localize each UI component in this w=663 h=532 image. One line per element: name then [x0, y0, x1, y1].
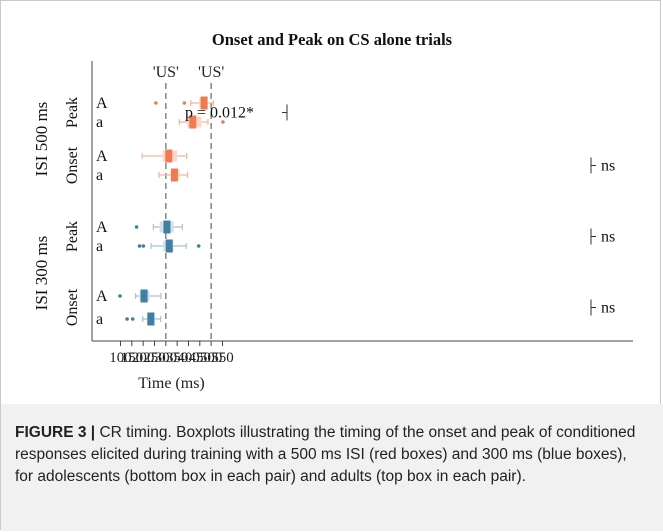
ns-annotation: ns [601, 229, 615, 246]
outlier-point [154, 101, 158, 105]
median-marker [200, 96, 208, 110]
chart-title: Onset and Peak on CS alone trials [212, 30, 453, 49]
row-label-adolescent: a [96, 311, 103, 328]
x-tick-label: 250 [143, 350, 166, 366]
figure-label: FIGURE 3 | [15, 424, 96, 441]
ns-annotation: ns [601, 300, 615, 317]
x-tick-label: 300 [155, 350, 178, 366]
outlier-point [141, 244, 146, 248]
outlier-point [196, 244, 201, 248]
boxplot-chart: Onset and Peak on CS alone trials 'US' 'US… [32, 30, 633, 392]
reference-label-2: 'US' [198, 64, 224, 81]
x-tick-label: 200 [132, 350, 155, 366]
subgroup-label-onset: Onset [64, 146, 81, 184]
x-tick-label: 400 [177, 350, 200, 366]
outlier-point [221, 120, 225, 124]
row-label-adult: A [96, 288, 108, 305]
median-marker [140, 289, 148, 303]
significance-annotation: p = 0.012* [185, 105, 254, 122]
outlier-point [182, 101, 187, 105]
figure-caption: FIGURE 3 | CR timing. Boxplots illustrat… [1, 404, 663, 531]
x-tick-label: 150 [121, 350, 144, 366]
row-label-adolescent: a [96, 167, 103, 184]
row-label-adult: A [96, 148, 108, 165]
median-marker [147, 312, 155, 326]
row-label-adolescent: a [96, 114, 103, 131]
x-tick-label: 450 [189, 350, 212, 366]
outlier-point [125, 317, 129, 321]
x-tick-label: 350 [166, 350, 189, 366]
caption-text: CR timing. Boxplots illustrating the tim… [15, 424, 636, 485]
subgroup-label-peak: Peak [64, 221, 81, 252]
median-marker [189, 115, 197, 129]
group-label: ISI 500 ms [32, 102, 51, 177]
subgroup-label-onset: Onset [64, 288, 81, 326]
group-label: ISI 300 ms [32, 236, 51, 311]
outlier-point [134, 225, 139, 229]
outlier-point [137, 244, 142, 248]
x-tick-label: 550 [211, 350, 234, 366]
x-tick-label: 500 [200, 350, 223, 366]
outlier-point [130, 317, 135, 321]
row-label-adult: A [96, 219, 108, 236]
median-marker [165, 149, 173, 163]
median-marker [163, 220, 171, 234]
subgroup-label-peak: Peak [64, 97, 81, 128]
outlier-point [118, 294, 122, 298]
ns-annotation: ns [601, 158, 615, 175]
median-marker [170, 168, 178, 182]
row-label-adult: A [96, 95, 108, 112]
median-marker [165, 239, 173, 253]
x-tick-label: 100 [109, 350, 132, 366]
x-axis-label: Time (ms) [138, 375, 205, 392]
reference-label-1: 'US' [153, 64, 179, 81]
row-label-adolescent: a [96, 238, 103, 255]
